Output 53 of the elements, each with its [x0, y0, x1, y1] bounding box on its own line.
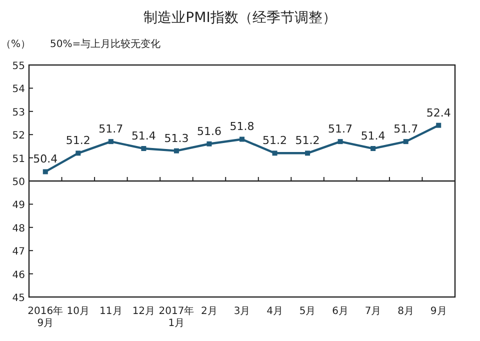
point	[403, 139, 408, 144]
point	[42, 169, 48, 174]
x-tick-label: 8月	[398, 306, 414, 317]
data-label: 51.3	[164, 132, 189, 145]
y-tick-label: 54	[12, 84, 25, 96]
data-label: 51.4	[131, 130, 156, 143]
text: 50%=与上月比较无变化	[50, 38, 161, 50]
point	[141, 146, 146, 152]
data-label: 51.8	[230, 120, 254, 134]
data-label: 51.7	[394, 122, 418, 136]
data-label: 50.4	[33, 152, 58, 166]
y-tick-label: 48	[12, 223, 25, 234]
point	[240, 136, 244, 142]
point	[174, 148, 179, 154]
data-label: 51.7	[98, 122, 124, 136]
y-tick-label: 53	[12, 107, 25, 118]
data-label: 51.2	[295, 134, 320, 148]
data-label: 51.7	[328, 122, 353, 136]
y-tick-label: 47	[12, 246, 25, 258]
data-label: 51.6	[196, 124, 222, 138]
x-tick-label: 10月	[66, 306, 90, 317]
point	[272, 150, 278, 156]
y-tick-label: 55	[12, 61, 25, 72]
y-tick-label: 52	[12, 130, 25, 142]
point	[436, 122, 442, 128]
point	[338, 139, 343, 144]
point	[206, 141, 212, 146]
point	[370, 146, 376, 152]
y-tick-label: 51	[12, 154, 25, 165]
x-tick-label: 5月	[299, 306, 316, 317]
point	[305, 150, 310, 156]
y-tick-label: 46	[12, 270, 25, 281]
y-tick-label: 50	[12, 177, 25, 188]
x-tick-label: 9月	[430, 306, 447, 317]
y-tick-label: 49	[12, 200, 25, 212]
x-tick-label: 3月	[234, 306, 250, 317]
y-tick-label: 45	[12, 293, 25, 304]
x-tick-label: 2017年 1月	[158, 305, 194, 329]
point	[76, 150, 81, 156]
chart-title: 制造业PMI指数（经季节调整）	[144, 10, 336, 26]
data-label: 51.2	[262, 134, 288, 148]
x-tick-label: 4月	[266, 306, 283, 317]
x-tick-label: 12月	[132, 306, 156, 317]
x-tick-label: 11月	[100, 306, 122, 317]
data-label: 51.2	[66, 134, 90, 148]
data-label: 52.4	[426, 106, 451, 120]
data-label: 51.4	[360, 130, 386, 143]
x-tick-label: 6月	[332, 306, 348, 317]
x-tick-label: 2016年 9月	[28, 305, 64, 329]
x-tick-label: 2月	[201, 306, 218, 317]
x-tick-label: 7月	[364, 306, 382, 317]
y-axis-title: （%）	[1, 39, 31, 50]
point	[108, 139, 114, 144]
